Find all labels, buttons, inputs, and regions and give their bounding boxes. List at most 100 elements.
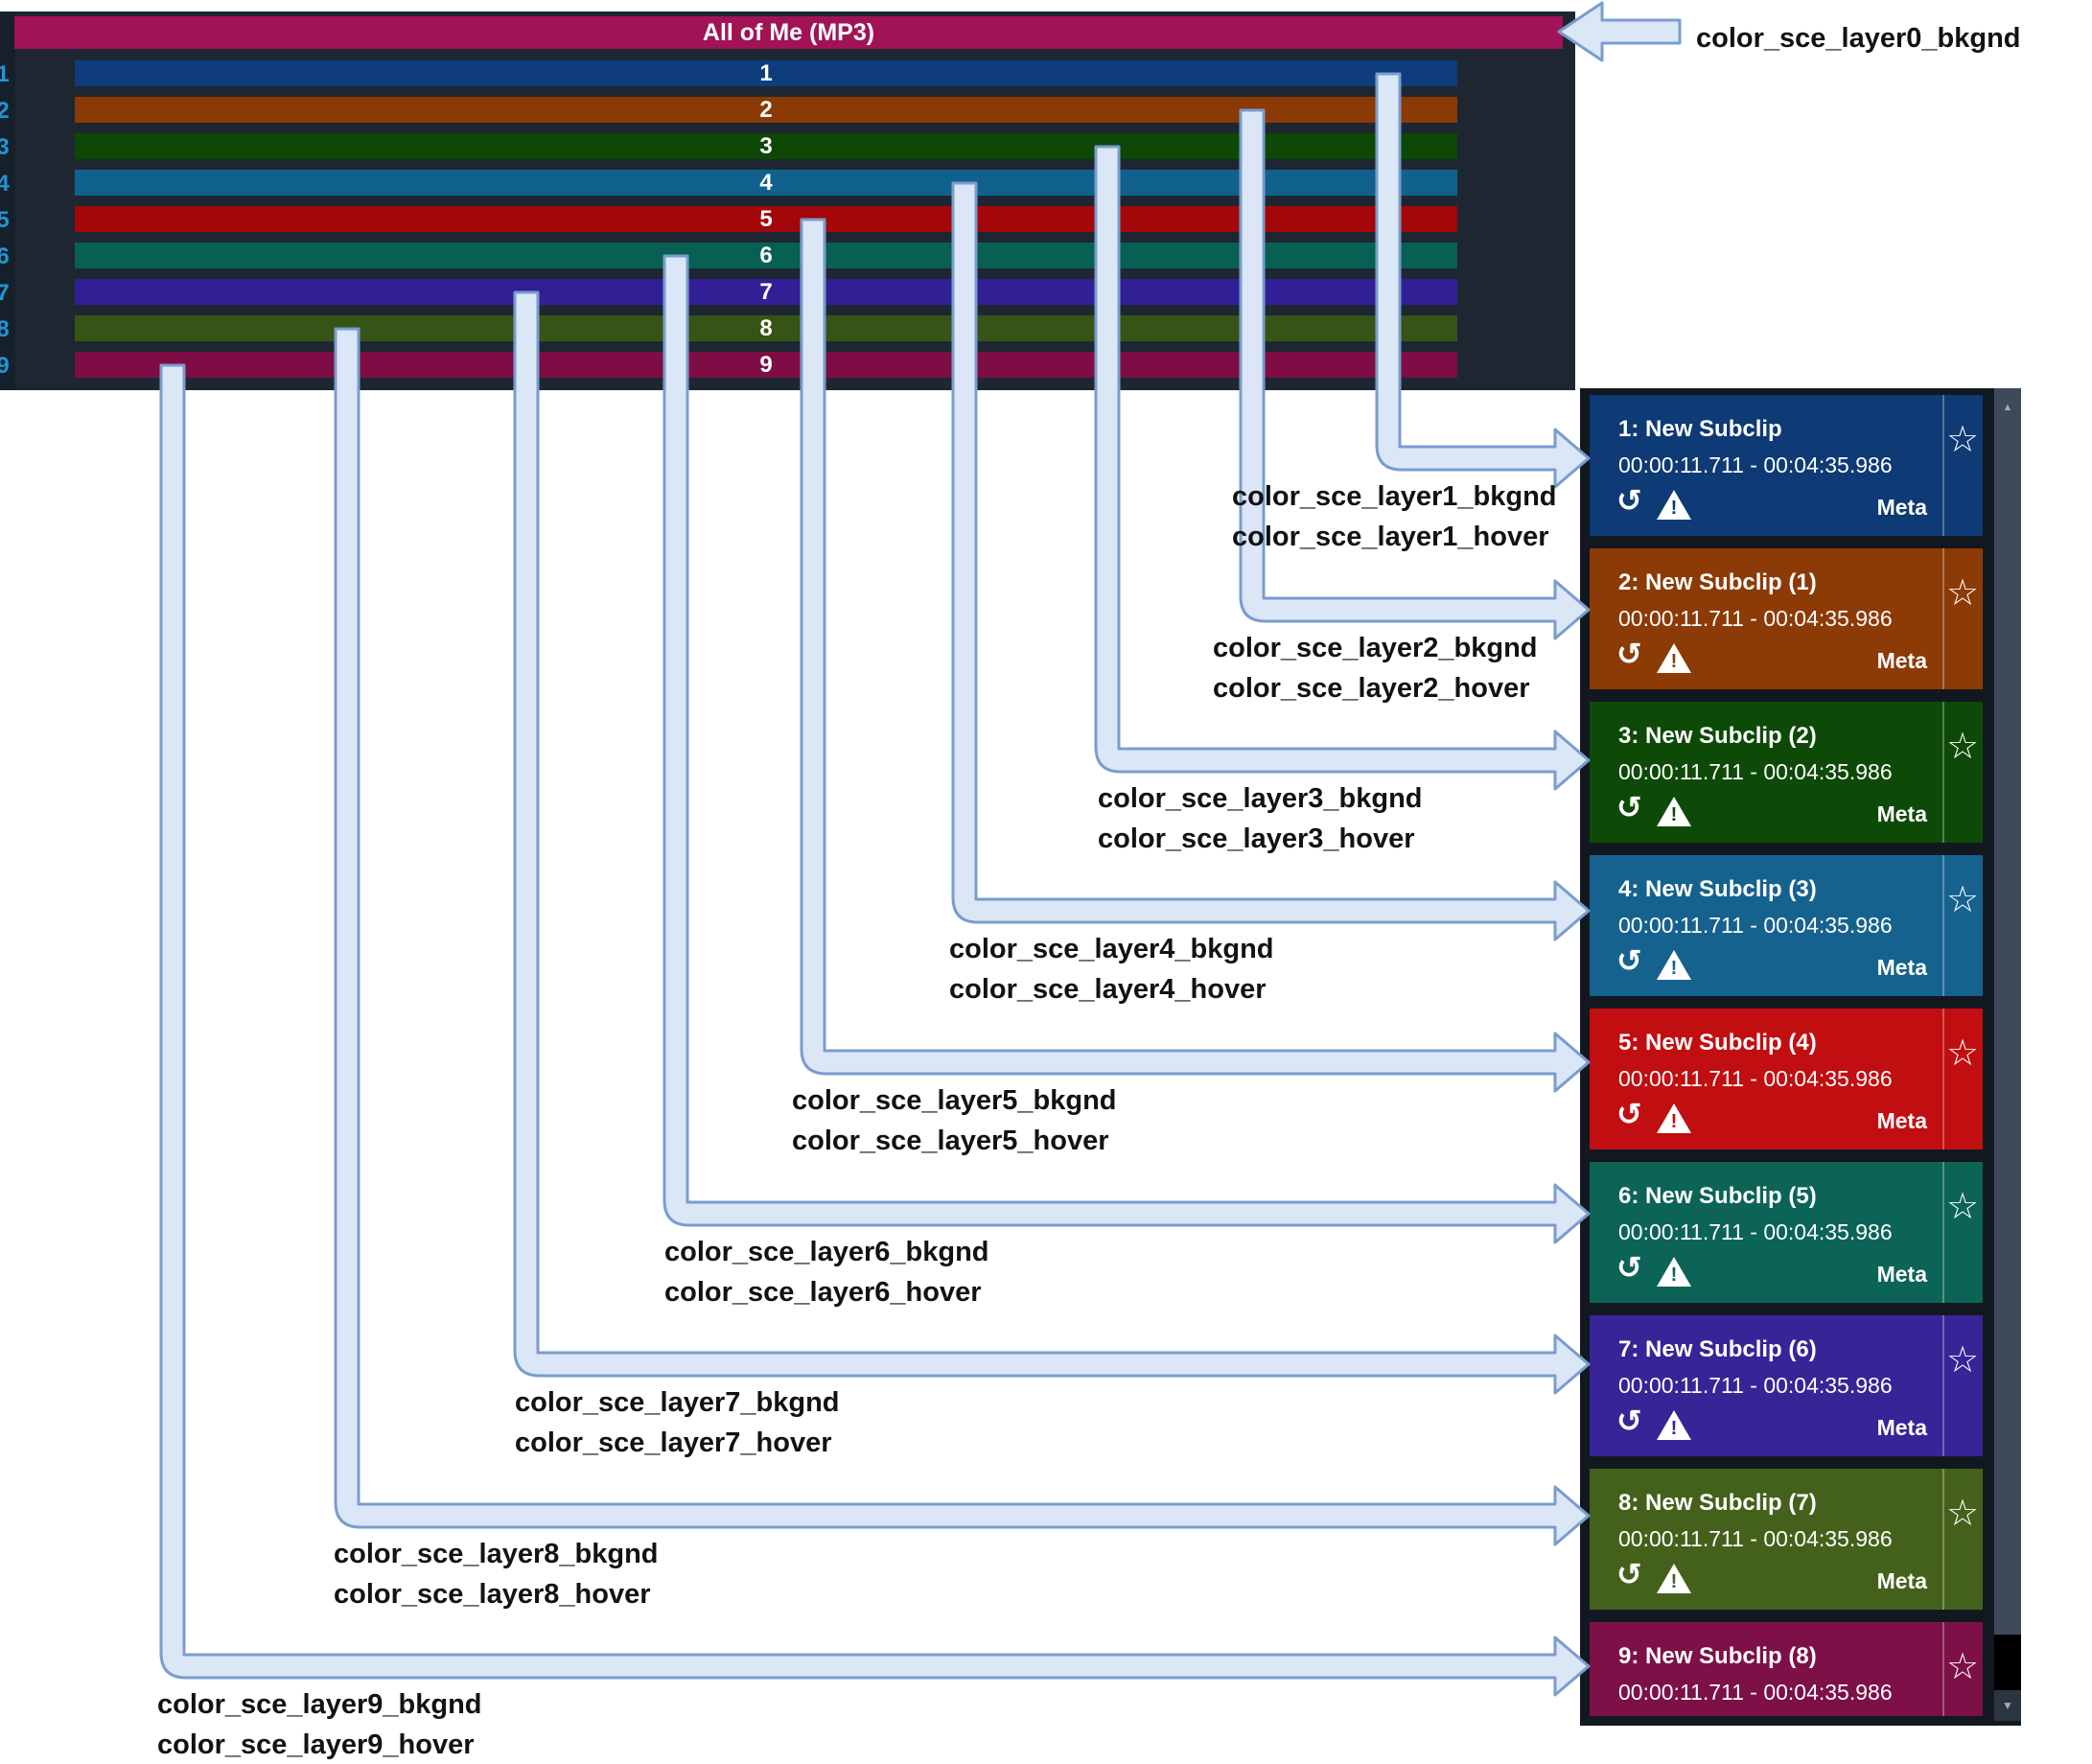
favorite-star-icon[interactable]: ☆ — [1945, 573, 1980, 614]
label-bkgnd: color_sce_layer3_bkgnd — [1098, 783, 1423, 814]
undo-icon[interactable]: ↺ — [1616, 637, 1642, 671]
scrollbar-track[interactable] — [1994, 1635, 2021, 1690]
timeline-bar-7[interactable]: 7 — [75, 279, 1457, 305]
favorite-star-icon[interactable]: ☆ — [1945, 727, 1980, 767]
timeline-bar-5[interactable]: 5 — [75, 206, 1457, 232]
subclip-timecode: 00:00:11.711 - 00:04:35.986 — [1618, 606, 1893, 631]
label-layer3: color_sce_layer3_bkgnd color_sce_layer3_h… — [1098, 778, 1423, 859]
meta-button[interactable]: Meta — [1876, 1262, 1927, 1287]
warning-icon[interactable]: ! — [1657, 1257, 1691, 1287]
favorite-star-icon[interactable]: ☆ — [1945, 1647, 1980, 1687]
track-number-6: 6 — [0, 244, 10, 269]
meta-button[interactable]: Meta — [1876, 955, 1927, 980]
subclip-card-6[interactable]: 6: New Subclip (5) 00:00:11.711 - 00:04:3… — [1590, 1162, 1983, 1303]
subclip-card-7[interactable]: 7: New Subclip (6) 00:00:11.711 - 00:04:3… — [1590, 1315, 1983, 1456]
subclip-title: 6: New Subclip (5) — [1618, 1183, 1817, 1209]
undo-icon[interactable]: ↺ — [1616, 1250, 1642, 1285]
label-hover: color_sce_layer6_hover — [664, 1277, 982, 1308]
warning-icon[interactable]: ! — [1657, 643, 1691, 673]
undo-icon[interactable]: ↺ — [1616, 1557, 1642, 1591]
favorite-star-icon[interactable]: ☆ — [1945, 420, 1980, 460]
label-bkgnd: color_sce_layer9_bkgnd — [157, 1689, 482, 1720]
scrollbar[interactable]: ▲ ▼ — [1994, 388, 2021, 1726]
subclip-card-8[interactable]: 8: New Subclip (7) 00:00:11.711 - 00:04:3… — [1590, 1469, 1983, 1610]
warning-icon[interactable]: ! — [1657, 1410, 1691, 1440]
timeline-bar-1[interactable]: 1 — [75, 60, 1457, 86]
timeline-bar-2[interactable]: 2 — [75, 97, 1457, 123]
subclip-card-3[interactable]: 3: New Subclip (2) 00:00:11.711 - 00:04:3… — [1590, 702, 1983, 843]
timeline-clip-header[interactable]: All of Me (MP3) — [14, 16, 1563, 49]
subclip-title: 2: New Subclip (1) — [1618, 569, 1817, 595]
subclip-card-1[interactable]: 1: New Subclip 00:00:11.711 - 00:04:35.98… — [1590, 395, 1983, 536]
warning-exclamation: ! — [1670, 1265, 1678, 1286]
undo-icon[interactable]: ↺ — [1616, 1404, 1642, 1438]
subclip-card-5[interactable]: 5: New Subclip (4) 00:00:11.711 - 00:04:3… — [1590, 1009, 1983, 1149]
scrollbar-thumb[interactable]: ▲ — [1994, 388, 2021, 1635]
timeline-bar-8[interactable]: 8 — [75, 315, 1457, 341]
timeline-bar-9[interactable]: 9 — [75, 352, 1457, 378]
meta-button[interactable]: Meta — [1876, 1568, 1927, 1593]
subclip-timecode: 00:00:11.711 - 00:04:35.986 — [1618, 1373, 1893, 1398]
card-divider — [1942, 855, 1944, 996]
scroll-up-icon[interactable]: ▲ — [2002, 402, 2013, 413]
subclip-timecode: 00:00:11.711 - 00:04:35.986 — [1618, 1066, 1893, 1091]
subclip-title: 1: New Subclip — [1618, 416, 1782, 442]
card-divider — [1942, 1009, 1944, 1149]
favorite-star-icon[interactable]: ☆ — [1945, 1033, 1980, 1074]
label-bkgnd: color_sce_layer1_bkgnd — [1232, 481, 1557, 512]
card-divider — [1942, 1315, 1944, 1456]
favorite-star-icon[interactable]: ☆ — [1945, 1340, 1980, 1381]
warning-exclamation: ! — [1670, 651, 1678, 672]
card-divider — [1942, 548, 1944, 689]
track-number-4: 4 — [0, 171, 10, 197]
warning-icon[interactable]: ! — [1657, 490, 1691, 520]
warning-icon[interactable]: ! — [1657, 950, 1691, 980]
meta-button[interactable]: Meta — [1876, 495, 1927, 520]
label-hover: color_sce_layer8_hover — [334, 1579, 651, 1610]
favorite-star-icon[interactable]: ☆ — [1945, 880, 1980, 920]
timeline-bar-label: 3 — [759, 132, 773, 159]
undo-icon[interactable]: ↺ — [1616, 483, 1642, 518]
timeline-bar-label: 8 — [759, 314, 773, 341]
warning-exclamation: ! — [1670, 1571, 1678, 1592]
meta-button[interactable]: Meta — [1876, 801, 1927, 826]
track-number-7: 7 — [0, 280, 10, 306]
undo-icon[interactable]: ↺ — [1616, 943, 1642, 978]
meta-button[interactable]: Meta — [1876, 1415, 1927, 1440]
favorite-star-icon[interactable]: ☆ — [1945, 1187, 1980, 1227]
subclip-card-9[interactable]: 9: New Subclip (8) 00:00:11.711 - 00:04:3… — [1590, 1622, 1983, 1716]
subclip-timecode: 00:00:11.711 - 00:04:35.986 — [1618, 1219, 1893, 1244]
subclip-title: 9: New Subclip (8) — [1618, 1643, 1817, 1669]
meta-button[interactable]: Meta — [1876, 1108, 1927, 1133]
label-bkgnd: color_sce_layer5_bkgnd — [792, 1085, 1117, 1116]
meta-button[interactable]: Meta — [1876, 648, 1927, 673]
favorite-star-icon[interactable]: ☆ — [1945, 1494, 1980, 1534]
scroll-down-button[interactable]: ▼ — [1994, 1690, 2021, 1721]
track-number-1: 1 — [0, 61, 10, 87]
warning-icon[interactable]: ! — [1657, 797, 1691, 826]
label-hover: color_sce_layer9_hover — [157, 1729, 475, 1760]
warning-icon[interactable]: ! — [1657, 1564, 1691, 1593]
label-layer8: color_sce_layer8_bkgnd color_sce_layer8_h… — [334, 1534, 659, 1614]
timeline-panel: All of Me (MP3) 1 2 3 4 5 6 7 8 9 1 2 3 4 5 6 7 8 9 — [0, 12, 1575, 390]
label-bkgnd: color_sce_layer6_bkgnd — [664, 1237, 989, 1267]
track-number-9: 9 — [0, 353, 10, 379]
card-divider — [1942, 395, 1944, 536]
card-divider — [1942, 702, 1944, 843]
timeline-clip-title: All of Me (MP3) — [702, 18, 875, 46]
warning-exclamation: ! — [1670, 958, 1678, 979]
subclip-title: 8: New Subclip (7) — [1618, 1490, 1817, 1516]
subclip-card-2[interactable]: 2: New Subclip (1) 00:00:11.711 - 00:04:3… — [1590, 548, 1983, 689]
subclip-card-4[interactable]: 4: New Subclip (3) 00:00:11.711 - 00:04:3… — [1590, 855, 1983, 996]
subclip-title: 4: New Subclip (3) — [1618, 876, 1817, 902]
subclip-timecode: 00:00:11.711 - 00:04:35.986 — [1618, 1680, 1893, 1705]
warning-icon[interactable]: ! — [1657, 1103, 1691, 1133]
undo-icon[interactable]: ↺ — [1616, 790, 1642, 824]
timeline-bar-3[interactable]: 3 — [75, 133, 1457, 159]
label-layer5: color_sce_layer5_bkgnd color_sce_layer5_h… — [792, 1080, 1117, 1161]
subclip-timecode: 00:00:11.711 - 00:04:35.986 — [1618, 759, 1893, 784]
label-hover: color_sce_layer3_hover — [1098, 824, 1415, 854]
timeline-bar-6[interactable]: 6 — [75, 243, 1457, 268]
timeline-bar-4[interactable]: 4 — [75, 170, 1457, 196]
undo-icon[interactable]: ↺ — [1616, 1097, 1642, 1131]
